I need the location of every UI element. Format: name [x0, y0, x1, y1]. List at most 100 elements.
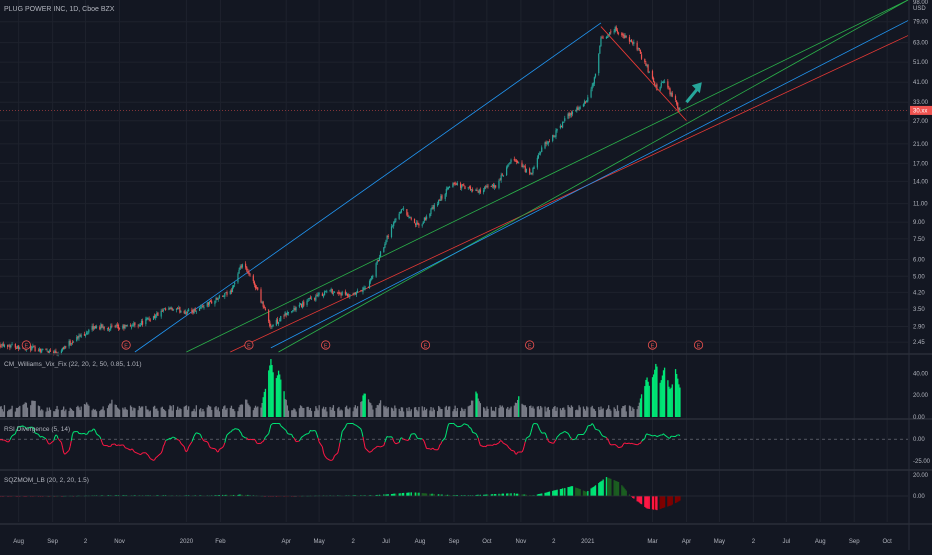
candle-body: [616, 27, 617, 31]
candle-body: [118, 325, 119, 328]
candle-body: [333, 293, 334, 294]
rsi-segment: [411, 434, 414, 435]
rsi-segment: [154, 460, 155, 461]
candle-body: [669, 88, 670, 94]
candle-body: [391, 226, 392, 237]
candle-body: [583, 104, 584, 106]
candle-body: [293, 308, 294, 310]
candle-body: [454, 182, 455, 184]
candle-body: [626, 36, 627, 37]
rsi-segment: [401, 438, 402, 439]
candle-body: [431, 207, 432, 209]
candle-body: [600, 38, 601, 47]
candle-body: [138, 326, 139, 327]
candle-body: [92, 326, 93, 330]
vix-bar: [81, 406, 82, 417]
candle-body: [134, 323, 135, 326]
candle-body: [19, 348, 20, 350]
candle-body: [530, 173, 531, 174]
candle-body: [516, 160, 517, 162]
candle-body: [491, 186, 492, 187]
candle-body: [196, 311, 197, 312]
vix-bar: [472, 401, 473, 417]
candle-body: [406, 209, 407, 215]
vix-bar: [326, 411, 327, 417]
vix-bar: [65, 409, 66, 417]
candle-body: [50, 351, 51, 352]
sqz-bar: [649, 496, 650, 509]
candle-body: [614, 31, 615, 32]
current-price-value: 30.xx: [913, 108, 927, 114]
candle-body: [329, 290, 330, 291]
top-price-label: 98.00: [913, 0, 929, 6]
candle-body: [622, 34, 623, 35]
candle-body: [268, 310, 269, 321]
vix-bar: [533, 409, 534, 417]
price-tick-label: 63.00: [913, 41, 929, 47]
candle-body: [377, 261, 378, 263]
time-tick-label: 2021: [581, 539, 595, 545]
candle-body: [560, 126, 561, 128]
candle-body: [569, 113, 570, 116]
candle-body: [155, 315, 156, 319]
candle-body: [201, 306, 202, 307]
sqz-bar: [603, 479, 604, 496]
rsi-segment: [1, 439, 2, 440]
candle-body: [164, 308, 165, 309]
candle-body: [357, 291, 358, 293]
indicator-tick-label: -25.00: [913, 459, 931, 465]
candle-body: [594, 77, 595, 83]
candle-body: [210, 301, 211, 302]
candle-body: [570, 113, 571, 116]
candle-body: [10, 346, 11, 347]
candle-body: [154, 316, 155, 318]
candle-body: [501, 175, 502, 180]
candle-body: [95, 326, 96, 328]
price-tick-label: 3.50: [913, 307, 925, 313]
rsi-segment: [625, 443, 626, 444]
candle-body: [124, 325, 125, 328]
candle-body: [285, 312, 286, 315]
candle-body: [462, 184, 463, 185]
candle-body: [395, 219, 396, 221]
candle-body: [261, 302, 262, 303]
candle-body: [601, 37, 602, 38]
rsi-segment: [422, 439, 423, 440]
rsi-segment: [602, 435, 603, 436]
candle-body: [184, 311, 185, 313]
candle-body: [326, 291, 327, 292]
vix-bar: [249, 407, 250, 417]
rsi-segment: [370, 452, 371, 453]
candle-body: [100, 324, 101, 328]
candle-body: [176, 309, 177, 310]
candle-body: [237, 274, 238, 283]
sqz-bar: [510, 493, 511, 496]
sqz-bar: [595, 485, 596, 496]
candle-body: [31, 347, 32, 350]
candle-body: [355, 292, 356, 294]
candle-body: [286, 313, 287, 315]
candle-body: [317, 294, 318, 296]
candle-body: [62, 348, 63, 351]
candle-body: [238, 270, 239, 274]
candle-body: [487, 186, 488, 187]
candle-body: [641, 54, 642, 58]
price-tick-label: 33.00: [913, 100, 929, 106]
candle-body: [649, 72, 650, 73]
candle-body: [180, 311, 181, 312]
time-tick-label: Nov: [516, 539, 527, 545]
time-tick-label: Mar: [647, 539, 657, 545]
candle-body: [346, 293, 347, 295]
candle-body: [306, 301, 307, 305]
candle-body: [325, 291, 326, 292]
rsi-segment: [215, 449, 216, 450]
candle-body: [571, 113, 572, 115]
candle-body: [563, 122, 564, 123]
time-tick-label: Apr: [682, 539, 691, 545]
candle-body: [426, 217, 427, 220]
vix-bar: [58, 410, 59, 417]
candle-body: [323, 295, 324, 296]
time-tick-label: Jul: [382, 539, 390, 545]
candle-body: [410, 217, 411, 218]
time-tick-label: Oct: [482, 539, 492, 545]
